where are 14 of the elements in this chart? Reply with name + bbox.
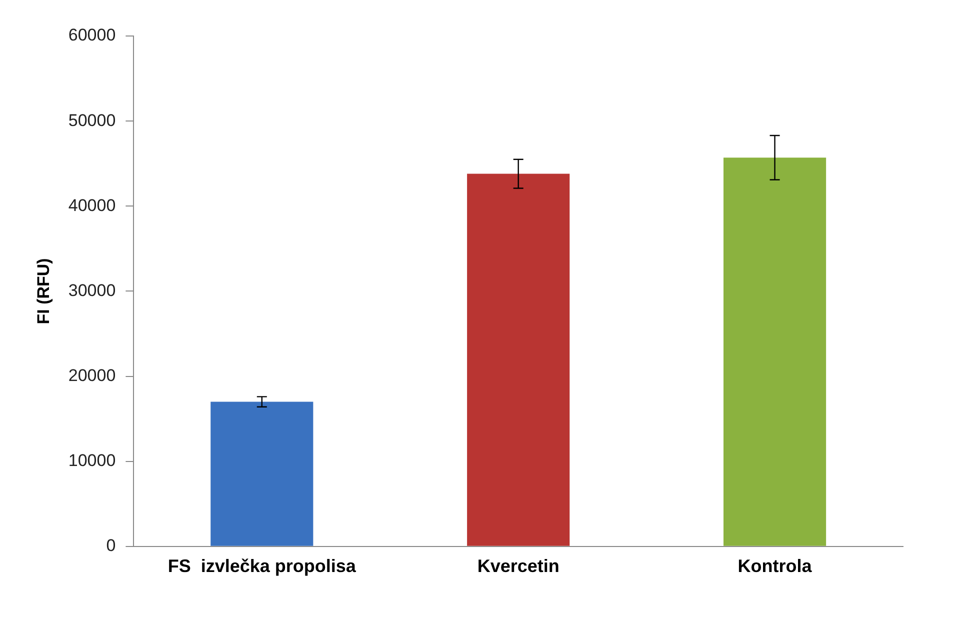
- x-tick-label: Kontrola: [738, 556, 813, 576]
- y-tick-label: 20000: [68, 366, 116, 385]
- y-tick-label: 30000: [68, 280, 116, 300]
- y-tick-label: 40000: [68, 196, 116, 215]
- x-tick-label: FS izvlečka propolisa: [168, 556, 357, 576]
- x-tick-label: Kvercetin: [477, 556, 560, 576]
- bar: [467, 174, 570, 546]
- bar: [210, 402, 314, 546]
- y-tick-label: 60000: [68, 26, 116, 45]
- y-tick-label: 0: [106, 536, 116, 556]
- bar: [723, 158, 826, 546]
- y-axis-title: FI (RFU): [34, 258, 53, 324]
- y-tick-label: 10000: [68, 451, 116, 470]
- y-tick-label: 50000: [68, 110, 116, 130]
